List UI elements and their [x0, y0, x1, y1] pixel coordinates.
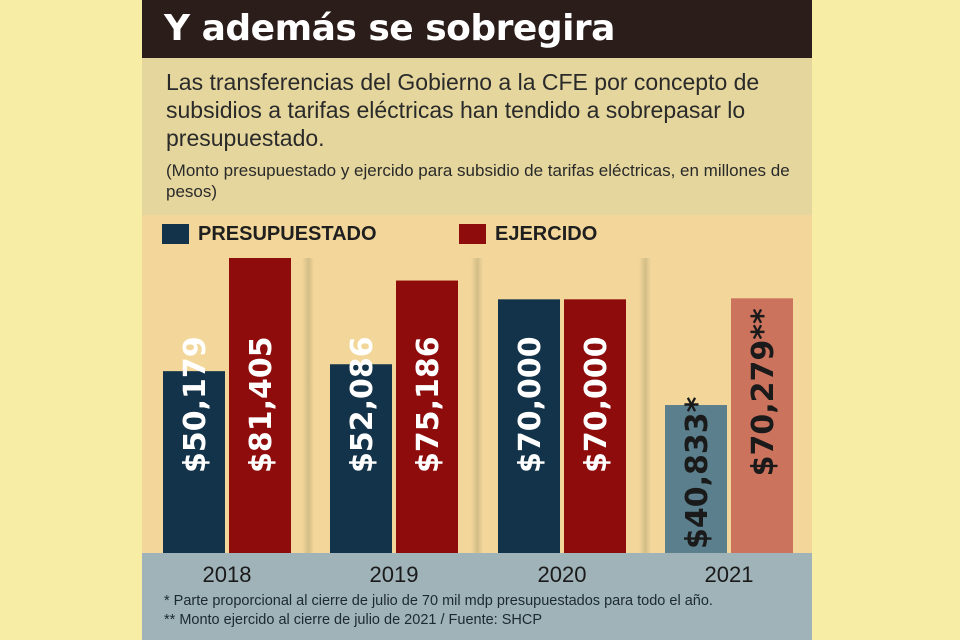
units-note: (Monto presupuestado y ejercido para sub… [166, 161, 790, 201]
data-label-ejercido-2019: $75,186 [411, 336, 446, 473]
x-tick-label-2021: 2021 [705, 562, 754, 587]
data-label-presupuestado-2020: $70,000 [513, 336, 548, 473]
infographic-panel: Y además se sobregira Las transferencias… [142, 0, 812, 640]
axis-band [142, 553, 812, 640]
legend-swatch-ejercido [459, 224, 486, 244]
bar-presupuestado-2021 [665, 405, 727, 553]
data-label-ejercido-2020: $70,000 [579, 336, 614, 473]
data-label-presupuestado-2018: $50,179 [178, 336, 213, 473]
data-label-presupuestado-2021: $40,833* [680, 396, 715, 549]
x-tick-label-2019: 2019 [370, 562, 419, 587]
bar-ejercido-2019 [396, 280, 458, 553]
chart-title: Y además se sobregira [164, 8, 615, 49]
group-separator [471, 258, 483, 582]
data-label-ejercido-2018: $81,405 [244, 336, 279, 473]
data-label-ejercido-2021: $70,279** [746, 308, 781, 476]
bar-presupuestado-2018 [163, 371, 225, 553]
group-separator [302, 258, 314, 582]
bar-chart: $50,179 $81,405 2018 $52,086 $75,186 2019 $70,… [163, 258, 793, 587]
intro-box: Las transferencias del Gobierno a la CFE… [142, 58, 812, 215]
legend-label-ejercido: EJERCIDO [495, 223, 598, 245]
bar-ejercido-2020 [564, 299, 626, 553]
group-separator [639, 258, 651, 582]
title-bar: Y además se sobregira [142, 0, 812, 58]
bar-presupuestado-2020 [498, 299, 560, 553]
bar-ejercido-2018 [229, 258, 291, 553]
footnote-source: ** Monto ejercido al cierre de julio de … [164, 612, 543, 628]
footnote-partial: * Parte proporcional al cierre de julio … [164, 593, 713, 609]
bar-presupuestado-2019 [330, 364, 392, 553]
x-tick-label-2018: 2018 [203, 562, 252, 587]
bar-ejercido-2021 [731, 298, 793, 553]
legend-swatch-presupuestado [162, 224, 189, 244]
x-tick-label-2020: 2020 [538, 562, 587, 587]
lead-text: Las transferencias del Gobierno a la CFE… [166, 69, 760, 151]
legend-label-presupuestado: PRESUPUESTADO [198, 223, 377, 245]
data-label-presupuestado-2019: $52,086 [345, 336, 380, 473]
